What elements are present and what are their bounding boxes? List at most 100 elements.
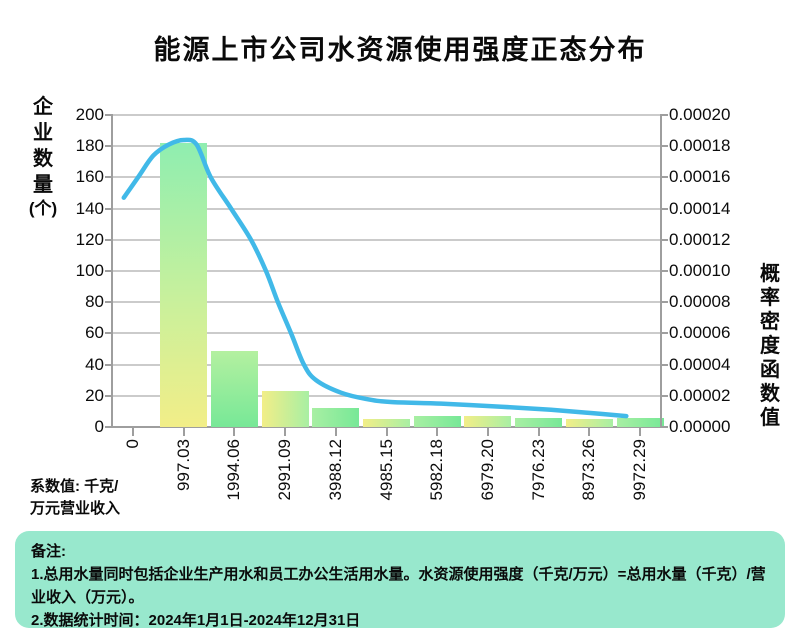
y-right-tick-mark [660,332,668,335]
gridline [113,176,660,179]
density-curve [121,137,629,419]
y-right-tick-mark [660,363,668,366]
y-left-tick-mark [105,145,113,148]
histogram-bar [515,417,563,427]
y-right-tick-mark [660,145,668,148]
histogram-bar [261,391,309,427]
y-left-tick-label: 180 [75,136,104,156]
y-right-axis-title-char: 数 [760,383,780,405]
x-tick-mark [132,427,134,436]
y-right-tick-label: 0.00004 [669,354,731,374]
y-left-tick-label: 200 [75,105,104,124]
y-left-tick-label: 80 [85,292,104,312]
y-right-tick-mark [660,426,668,428]
y-left-tick-label: 100 [75,261,104,280]
y-right-tick-label: 0.00010 [669,261,731,280]
y-right-tick-label: 0.00000 [669,417,731,436]
x-axis-unit-note: 系数值: 千克/ 万元营业收入 [30,476,120,520]
footnote-1: 1.总用水量同时包括企业生产用水和员工办公生活用水量。水资源使用强度（千克/万元… [31,566,766,606]
x-tick-label: 997.03 [173,439,193,491]
y-right-axis-title: 概率密度函数值 [750,262,790,430]
histogram-bar [413,416,461,427]
y-left-tick-label: 40 [85,354,104,374]
y-right-spine [660,115,662,427]
x-tick-mark [284,427,287,436]
footnote-2: 2.数据统计时间：2024年1月1日-2024年12月31日 [31,612,361,629]
x-tick-mark [182,427,185,436]
y-right-tick-mark [660,238,668,241]
x-tick-label: 3988.12 [325,439,345,501]
y-left-axis-title-char: (个) [28,199,58,218]
y-right-axis-title-char: 密 [760,311,780,333]
density-curve-path [121,137,629,419]
y-left-tick-mark [105,238,113,241]
y-left-spine [111,115,113,427]
histogram-bar [363,419,410,427]
histogram-bar [210,350,258,427]
gridline [113,114,660,116]
histogram-bar [565,419,613,427]
y-left-tick-label: 140 [75,198,104,218]
x-tick-label: 2991.09 [275,439,295,501]
x-tick-label: 6979.20 [477,439,497,501]
y-left-tick-label: 120 [75,229,104,249]
gridline [113,145,660,148]
y-left-tick-mark [105,332,113,335]
histogram-bar [312,408,360,427]
histogram-bar [616,417,664,427]
y-left-axis-title-char: 企 [33,96,53,118]
y-right-tick-label: 0.00014 [669,198,731,218]
y-right-tick-label: 0.00018 [669,136,731,156]
gridline [113,301,660,304]
y-left-tick-mark [105,394,113,397]
chart-title: 能源上市公司水资源使用强度正态分布 [153,35,647,65]
y-left-axis-title-char: 量 [33,174,53,196]
x-tick-mark [436,427,439,436]
x-tick-mark [486,427,489,436]
y-right-tick-label: 0.00016 [669,167,731,187]
histogram-bar [160,143,208,427]
x-tick-label: 9972.29 [630,439,649,501]
y-left-tick-label: 160 [75,167,104,187]
y-right-axis-title-char: 概 [760,263,780,285]
gridline [113,394,660,397]
histogram-bar [464,416,512,427]
footnotes-panel: 备注: 1.总用水量同时包括企业生产用水和员工办公生活用水量。水资源使用强度（千… [15,531,785,629]
y-right-tick-label: 0.00002 [669,385,731,405]
y-left-tick-mark [105,176,113,179]
x-tick-label: 1994.06 [224,439,244,501]
y-left-tick-mark [105,270,113,272]
x-axis-unit-line1: 系数值: 千克/ [30,478,119,495]
y-left-tick-label: 20 [85,385,104,405]
y-left-tick-mark [105,301,113,304]
y-left-tick-mark [105,426,113,428]
y-left-tick-mark [105,207,113,210]
y-right-tick-label: 0.00020 [669,105,731,124]
plot-area [113,114,664,428]
y-left-axis-title: 企业数量 (个) [20,94,66,220]
x-tick-mark [537,427,540,436]
y-left-tick-mark [105,114,113,116]
footnote-heading: 备注: [31,543,66,560]
y-right-axis-title-char: 函 [760,359,780,381]
gridline [113,238,660,241]
x-tick-mark [385,427,388,436]
y-left-tick-label: 60 [85,323,104,343]
x-tick-label: 4985.15 [376,439,396,501]
y-right-tick-label: 0.00012 [669,229,731,249]
x-tick-label: 0 [123,439,142,449]
y-right-axis-title-char: 率 [760,287,780,309]
x-tick-label: 5982.18 [427,439,447,501]
x-tick-label: 7976.23 [528,439,548,501]
x-tick-mark [639,427,641,436]
y-right-tick-mark [660,301,668,304]
y-right-tick-mark [660,176,668,179]
y-left-axis-title-char: 业 [33,122,53,144]
x-tick-mark [334,427,337,436]
y-left-axis-title-char: 数 [33,148,53,170]
y-right-axis-title-char: 值 [760,407,780,429]
x-tick-mark [233,427,236,436]
x-tick-label: 8973.26 [579,439,599,501]
y-left-tick-label: 0 [94,417,104,436]
